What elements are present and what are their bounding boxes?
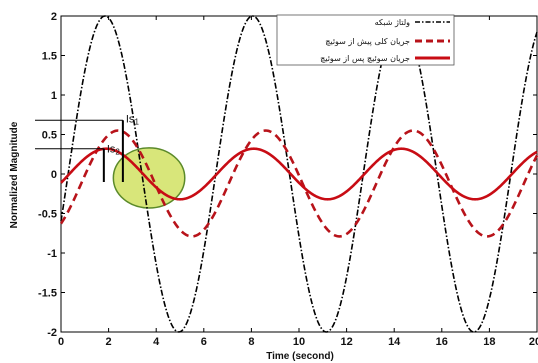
x-axis-label: Time (second) <box>266 351 334 362</box>
x-tick-label: 4 <box>153 336 160 348</box>
x-tick-label: 0 <box>58 336 64 348</box>
y-tick-label: 2 <box>51 11 57 23</box>
y-tick-label: 0 <box>51 169 57 181</box>
y-axis-label: Normalized Magnitude <box>9 121 20 228</box>
y-tick-label: -1 <box>47 248 57 260</box>
x-tick-label: 14 <box>388 336 401 348</box>
series-line-3 <box>60 147 538 201</box>
x-tick-label: 16 <box>436 336 448 348</box>
y-tick-label: 0.5 <box>42 130 57 142</box>
ticks-layer: 0 2 4 6 8 10 12 14 16 18 20 2 1.5 1 0.5 0 -0.5 -1 -1.5 -2 <box>38 11 538 348</box>
x-tick-label: 8 <box>248 336 254 348</box>
y-tick-label: 1.5 <box>42 51 57 63</box>
series-layer <box>59 15 538 333</box>
legend: ولتاژ شبکه جریان کلی پیش از سوئیچ جریان … <box>276 14 455 66</box>
annotation-label-1: Is1 <box>126 113 140 126</box>
y-tick-label: -0.5 <box>38 209 57 221</box>
legend-label-total-current: جریان کلی پیش از سوئیچ <box>325 37 410 46</box>
x-tick-label: 2 <box>106 336 112 348</box>
x-tick-label: 20 <box>529 336 538 348</box>
x-tick-label: 18 <box>483 336 495 348</box>
annotation-layer: Is1 Is2 <box>35 113 139 182</box>
x-tick-label: 12 <box>340 336 352 348</box>
legend-label-grid-voltage: ولتاژ شبکه <box>375 18 411 27</box>
series-line-2 <box>59 129 538 238</box>
annotation-label-2: Is2 <box>107 144 121 157</box>
y-tick-label: 1 <box>51 90 57 102</box>
y-tick-label: -2 <box>47 327 57 339</box>
legend-label-switch-current: جریان سوئیچ پس از سوئیچ <box>320 54 410 63</box>
series-line-1 <box>60 15 538 333</box>
x-tick-label: 6 <box>201 336 207 348</box>
x-tick-label: 10 <box>293 336 305 348</box>
y-tick-label: -1.5 <box>38 288 57 300</box>
